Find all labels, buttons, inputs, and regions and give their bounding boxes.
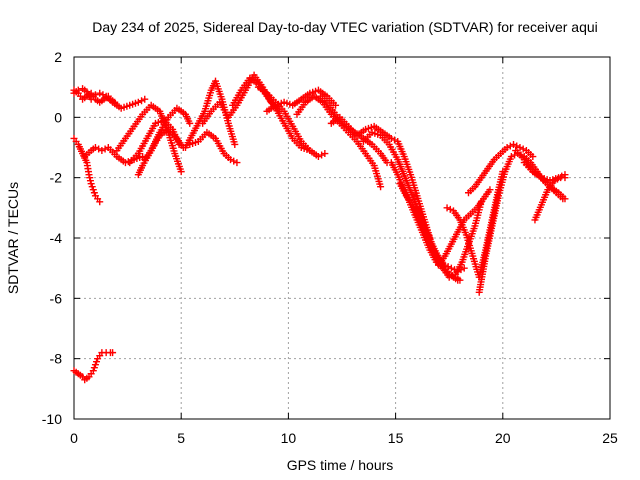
grid-lines: [74, 57, 610, 419]
data-point: [447, 264, 455, 272]
series-arc-3: [70, 134, 104, 206]
series-arc-29: [520, 159, 569, 203]
series-arc-8: [134, 125, 187, 179]
data-point: [134, 98, 142, 106]
y-tick-label: 2: [54, 49, 62, 65]
y-tick-label: -8: [50, 351, 63, 367]
data-point: [561, 195, 569, 203]
data-point: [443, 204, 451, 212]
data-point-interp: [138, 97, 146, 105]
data-point: [91, 144, 99, 151]
data-point-interp: [558, 172, 566, 180]
series-arc-14: [254, 83, 329, 161]
data-point-interp: [519, 145, 527, 153]
y-axis-label: SDTVAR / TECUs: [5, 182, 21, 294]
data-point-interp: [513, 142, 521, 150]
data-point-interp: [318, 151, 326, 159]
data-point: [510, 140, 518, 148]
y-tick-label: -4: [50, 230, 63, 246]
data-point: [109, 349, 117, 357]
data-points: [70, 71, 569, 384]
series-arc-15: [263, 86, 340, 115]
x-tick-label: 0: [70, 430, 78, 446]
data-point-interp: [448, 272, 456, 280]
y-tick-label: -10: [42, 411, 62, 427]
x-tick-label: 20: [495, 430, 511, 446]
data-point: [332, 101, 340, 109]
series-arc-23: [434, 186, 494, 269]
data-point: [98, 147, 106, 155]
series-arc-9: [141, 104, 194, 164]
axis-ticks: 0 5 10 15 20 25 -10 -8 -6 -4 -2 0 2: [42, 49, 618, 446]
series-arc-11: [186, 128, 241, 167]
y-tick-label: 0: [54, 109, 62, 125]
series-arc-16: [293, 92, 385, 191]
data-point-interp: [506, 142, 514, 150]
series-arc-2: [70, 86, 119, 106]
data-point: [141, 95, 149, 103]
series-arc-10: [181, 77, 239, 151]
x-tick-label: 15: [388, 430, 404, 446]
data-point-interp: [444, 263, 452, 271]
data-point: [96, 198, 104, 206]
data-point: [550, 177, 558, 185]
data-point: [561, 174, 569, 182]
data-point: [503, 144, 511, 151]
x-tick-label: 10: [281, 430, 297, 446]
data-point: [233, 159, 241, 167]
series-arc-25: [464, 140, 537, 197]
data-point: [314, 153, 322, 161]
data-point-interp: [391, 136, 399, 144]
data-point: [111, 98, 119, 106]
chart-title: Day 234 of 2025, Sidereal Day-to-day VTE…: [92, 19, 598, 35]
data-point: [445, 273, 453, 281]
x-tick-label: 5: [177, 430, 185, 446]
data-point-interp: [553, 175, 561, 183]
data-point: [186, 119, 194, 127]
series-arc-5: [70, 349, 117, 384]
data-point: [516, 144, 524, 151]
data-point: [321, 150, 329, 158]
data-point-interp: [446, 205, 454, 213]
data-point: [227, 156, 235, 164]
data-point-interp: [95, 145, 103, 153]
x-axis-label: GPS time / hours: [287, 457, 394, 473]
data-point: [96, 89, 104, 97]
data-point: [377, 183, 385, 191]
data-point: [177, 168, 185, 176]
data-point: [507, 153, 515, 161]
data-point: [460, 264, 468, 272]
data-point: [529, 153, 537, 161]
x-tick-label: 25: [602, 430, 618, 446]
data-point-interp: [101, 145, 109, 153]
y-tick-label: -6: [50, 290, 63, 306]
data-point-interp: [230, 157, 238, 165]
data-point: [231, 140, 239, 148]
data-point: [486, 186, 494, 194]
series-arc-26: [475, 150, 567, 296]
y-tick-label: -2: [50, 170, 63, 186]
data-point: [456, 276, 464, 284]
data-point: [387, 134, 395, 142]
